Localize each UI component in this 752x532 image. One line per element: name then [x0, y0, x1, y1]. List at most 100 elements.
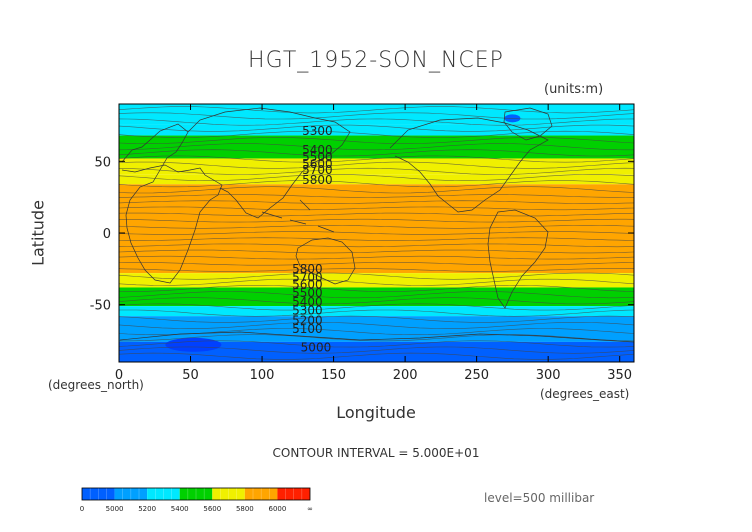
band-6 [119, 273, 634, 288]
contour-line [118, 272, 635, 280]
x-tick-label: 350 [607, 368, 632, 383]
x-tick-label: 200 [393, 368, 418, 383]
contour-line [118, 155, 635, 163]
contour-line [119, 309, 635, 317]
x-tick-label: 100 [250, 368, 275, 383]
contour-label: 5500 [302, 150, 333, 164]
x-tick-label: 300 [536, 368, 561, 383]
x-tick-label: 150 [321, 368, 346, 383]
contour-label: 5800 [302, 173, 333, 187]
contour-line [118, 297, 635, 305]
contour-label: 5000 [301, 341, 332, 355]
coastline-maritime-asia [261, 199, 335, 233]
band-5 [119, 184, 634, 274]
colorbar-label: 5800 [236, 505, 254, 513]
contour-line [118, 137, 635, 144]
contour-line [118, 243, 634, 248]
contour-line [118, 225, 635, 229]
contour-line [118, 174, 635, 181]
coastline-north-america [389, 117, 549, 213]
contour-line [118, 346, 635, 354]
contour-label: 5300 [292, 303, 323, 317]
contour-line [118, 262, 635, 266]
y-tick-label: 50 [94, 155, 111, 170]
contour-label: 5400 [302, 143, 333, 157]
contour-line [118, 106, 635, 114]
contour-line [118, 231, 635, 235]
contour-line [118, 143, 634, 151]
units-label: (units:m) [544, 82, 604, 97]
coastline-asia [187, 107, 351, 219]
contour-line [118, 194, 635, 198]
contour-line [118, 268, 635, 272]
contour-label: 5700 [302, 163, 333, 177]
contour-label: 5800 [292, 262, 323, 276]
contour-line [118, 206, 635, 211]
y-unit-label: (degrees_north) [48, 378, 144, 392]
contour-line [118, 149, 635, 157]
contour-line [118, 249, 635, 254]
y-tick-label: -50 [90, 299, 111, 314]
contour-label: 5200 [292, 313, 323, 327]
contour-line [118, 212, 635, 217]
x-tick-label: 250 [464, 368, 489, 383]
colorbar-label: 5200 [138, 505, 156, 513]
y-tick-label: 0 [103, 227, 111, 242]
coastline-antarctica [119, 331, 635, 343]
contour-label: 5400 [292, 295, 323, 309]
contour-line [118, 186, 635, 194]
contour-line [118, 255, 635, 260]
x-tick-label: 50 [182, 368, 199, 383]
coastline-south-america [487, 209, 549, 309]
x-tick-label: 0 [115, 368, 123, 383]
contour-line [118, 200, 635, 204]
contour-line [118, 118, 635, 126]
contour-line [118, 237, 635, 241]
x-axis-label: Longitude [336, 403, 416, 422]
contour-line [118, 303, 635, 311]
band-9 [119, 316, 634, 342]
contour-line [118, 285, 635, 292]
colorbar-label: 0 [80, 505, 84, 513]
contour-line [118, 278, 635, 286]
band-3 [119, 158, 634, 175]
contour-line [118, 315, 635, 323]
colorbar-label: 6000 [269, 505, 287, 513]
contour-line [118, 167, 635, 175]
contour-line [118, 291, 635, 299]
colorbar-label: 5000 [106, 505, 124, 513]
colorbar-frame [81, 487, 311, 501]
band-10 [119, 341, 634, 362]
contour-label: 5600 [302, 157, 333, 171]
contour-line [118, 322, 635, 329]
colorbar-label: 5600 [203, 505, 221, 513]
contour-line [118, 130, 635, 138]
band-1 [119, 124, 634, 136]
low-centre-south [165, 337, 222, 352]
colorbar-label: ∞ [307, 505, 313, 513]
coastline-europe-africa [121, 123, 223, 284]
coastline-australia [295, 237, 356, 285]
contour-label: 5300 [302, 124, 333, 138]
band-8 [119, 306, 634, 317]
band-2 [119, 135, 634, 159]
contour-line [118, 112, 635, 120]
contour-label: 5100 [292, 322, 323, 336]
x-unit-label: (degrees_east) [540, 387, 630, 401]
band-4 [119, 174, 634, 185]
contour-interval-text: CONTOUR INTERVAL = 5.000E+01 [272, 446, 480, 460]
contour-line [118, 340, 635, 348]
contour-line [119, 334, 635, 342]
contour-line [118, 124, 635, 132]
band-0 [119, 104, 634, 125]
contour-label: 5500 [292, 286, 323, 300]
colorbar-label: 5400 [171, 505, 189, 513]
contour-line [118, 161, 635, 169]
level-text: level=500 millibar [484, 491, 595, 505]
coastline-greenland [503, 107, 553, 141]
chart-title: HGT_1952-SON_NCEP [248, 48, 504, 73]
contour-line [118, 180, 635, 188]
contour-label: 5700 [292, 270, 323, 284]
contour-line [118, 218, 635, 223]
